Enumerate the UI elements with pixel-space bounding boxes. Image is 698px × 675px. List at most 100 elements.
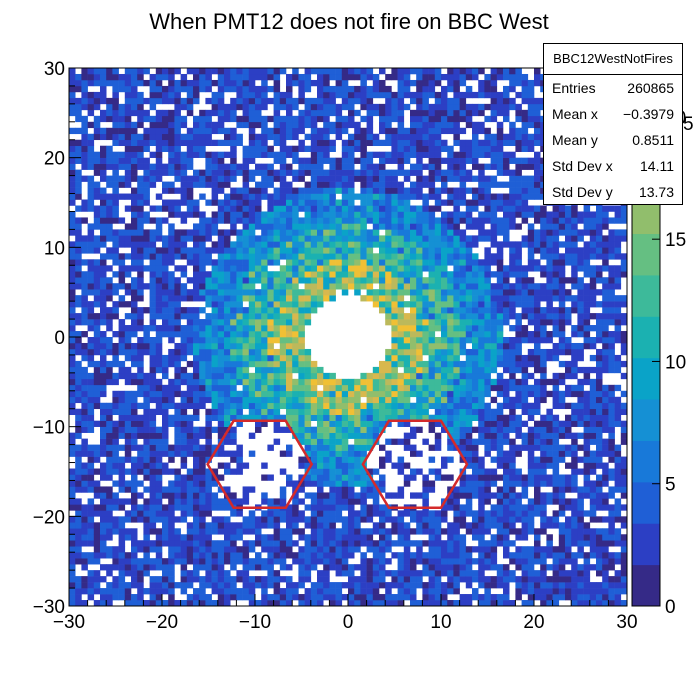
- heatmap-cell: [441, 474, 448, 481]
- heatmap-cell: [323, 552, 330, 559]
- heatmap-cell: [391, 217, 398, 224]
- heatmap-cell: [155, 426, 163, 433]
- heatmap-cell: [236, 396, 243, 404]
- heatmap-cell: [341, 504, 349, 511]
- heatmap-cell: [323, 414, 330, 421]
- heatmap-cell: [422, 390, 429, 398]
- heatmap-cell: [168, 558, 175, 565]
- heatmap-cell: [149, 444, 157, 451]
- heatmap-cell: [261, 301, 268, 308]
- heatmap-cell: [329, 594, 336, 601]
- heatmap-cell: [310, 223, 318, 230]
- heatmap-cell: [329, 498, 336, 505]
- heatmap-cell: [87, 474, 95, 481]
- heatmap-cell: [453, 486, 460, 493]
- heatmap-cell: [168, 528, 175, 535]
- heatmap-cell: [93, 366, 101, 374]
- heatmap-cell: [149, 438, 157, 445]
- heatmap-cell: [131, 462, 138, 469]
- heatmap-cell: [149, 277, 157, 284]
- heatmap-cell: [168, 450, 175, 457]
- heatmap-cell: [453, 348, 460, 356]
- heatmap-cell: [465, 564, 473, 571]
- heatmap-cell: [397, 582, 405, 589]
- heatmap-cell: [162, 259, 169, 266]
- heatmap-cell: [112, 450, 119, 457]
- heatmap-cell: [224, 540, 231, 547]
- heatmap-cell: [329, 223, 336, 230]
- heatmap-cell: [428, 348, 436, 356]
- heatmap-cell: [242, 588, 250, 595]
- heatmap-cell: [317, 295, 324, 302]
- heatmap-cell: [248, 295, 256, 302]
- heatmap-cell: [447, 456, 454, 463]
- heatmap-cell: [186, 289, 194, 296]
- heatmap-cell: [279, 68, 287, 75]
- heatmap-cell: [279, 331, 287, 338]
- heatmap-cell: [137, 271, 144, 278]
- heatmap-cell: [385, 456, 392, 463]
- heatmap-cell: [416, 319, 423, 326]
- heatmap-cell: [348, 468, 355, 475]
- heatmap-cell: [236, 378, 243, 386]
- heatmap-cell: [217, 588, 225, 595]
- heatmap-cell: [372, 390, 380, 398]
- heatmap-cell: [317, 229, 324, 236]
- heatmap-cell: [447, 552, 454, 559]
- heatmap-cell: [335, 79, 343, 87]
- heatmap-cell: [279, 283, 287, 290]
- heatmap-cell: [230, 97, 237, 105]
- heatmap-cell: [230, 223, 237, 230]
- heatmap-cell: [224, 103, 231, 111]
- heatmap-cell: [329, 253, 336, 260]
- heatmap-cell: [410, 205, 417, 212]
- heatmap-cell: [75, 181, 82, 188]
- heatmap-cell: [403, 384, 411, 392]
- heatmap-cell: [149, 115, 157, 123]
- heatmap-cell: [75, 450, 82, 457]
- heatmap-cell: [428, 265, 436, 272]
- heatmap-cell: [478, 456, 485, 463]
- heatmap-cell: [317, 247, 324, 254]
- heatmap-cell: [323, 522, 330, 529]
- heatmap-cell: [168, 468, 175, 475]
- heatmap-cell: [459, 444, 467, 451]
- heatmap-cell: [478, 594, 485, 601]
- heatmap-cell: [174, 139, 181, 147]
- heatmap-cell: [273, 588, 281, 595]
- heatmap-cell: [317, 588, 324, 595]
- heatmap-cell: [242, 217, 250, 224]
- heatmap-cell: [310, 133, 318, 141]
- heatmap-cell: [236, 193, 243, 200]
- heatmap-cell: [366, 570, 374, 577]
- heatmap-cell: [81, 307, 88, 314]
- heatmap-cell: [317, 558, 324, 565]
- heatmap-cell: [87, 570, 95, 577]
- heatmap-cell: [323, 546, 330, 553]
- heatmap-cell: [87, 528, 95, 535]
- heatmap-cell: [428, 366, 436, 374]
- heatmap-cell: [286, 85, 293, 93]
- heatmap-cell: [441, 337, 448, 344]
- heatmap-cell: [186, 558, 194, 565]
- heatmap-cell: [193, 91, 200, 99]
- heatmap-cell: [273, 414, 281, 421]
- heatmap-cell: [348, 414, 355, 421]
- heatmap-cell: [100, 295, 107, 302]
- heatmap-cell: [459, 103, 467, 111]
- heatmap-cell: [434, 342, 442, 350]
- heatmap-cell: [124, 163, 132, 170]
- heatmap-cell: [230, 271, 237, 278]
- heatmap-cell: [199, 307, 206, 314]
- heatmap-cell: [112, 522, 119, 529]
- heatmap-cell: [230, 175, 237, 182]
- heatmap-cell: [360, 474, 367, 481]
- heatmap-cell: [416, 354, 423, 362]
- heatmap-cell: [329, 588, 336, 595]
- heatmap-cell: [137, 348, 144, 356]
- heatmap-cell: [236, 73, 243, 81]
- heatmap-cell: [403, 151, 411, 158]
- heatmap-cell: [298, 139, 305, 147]
- heatmap-cell: [385, 540, 392, 547]
- heatmap-cell: [224, 337, 231, 344]
